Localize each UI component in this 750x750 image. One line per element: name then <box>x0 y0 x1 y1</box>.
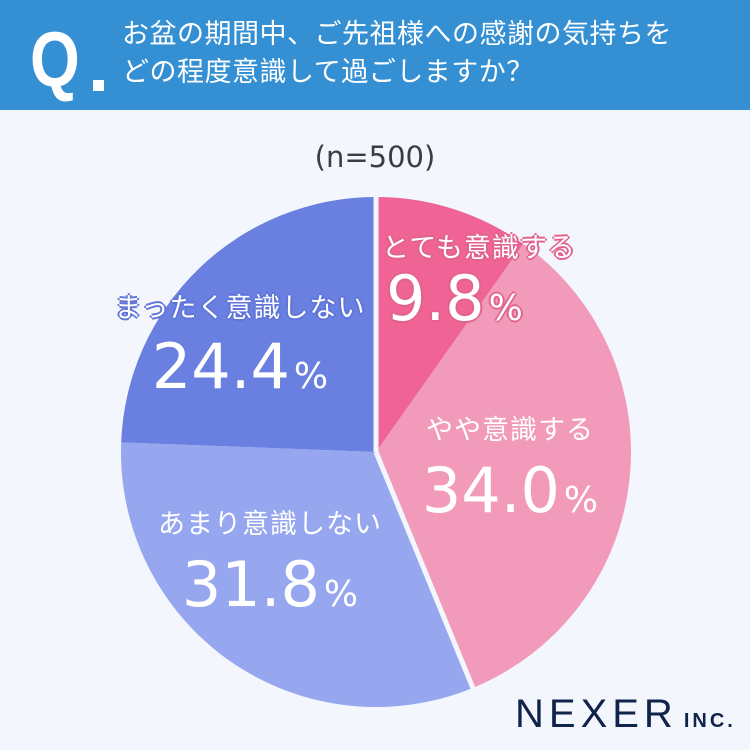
q-dot-icon <box>93 80 104 91</box>
logo-suffix: INC. <box>683 710 736 732</box>
slice-label-somewhat-conscious: やや意識する 34.0% <box>400 414 620 534</box>
nexer-logo: NEXER INC. <box>515 692 736 737</box>
slice-value: 24.4 <box>151 330 290 403</box>
question-line-2: どの程度意識して過ごしますか？ <box>122 57 534 88</box>
slice-unit: % <box>293 356 329 397</box>
slice-category: まったく意識しない <box>114 293 366 324</box>
slice-label-not-at-all-conscious: まったく意識しない 24.4% <box>100 292 380 410</box>
slice-unit: % <box>488 288 523 329</box>
slice-category: やや意識する <box>426 415 594 446</box>
slice-very-conscious <box>376 197 524 452</box>
slice-label-not-very-conscious: あまり意識しない 31.8% <box>140 508 400 628</box>
slice-value: 34.0 <box>421 454 560 527</box>
q-mark-icon: Q <box>30 15 80 103</box>
slice-percent: 24.4% <box>100 334 380 410</box>
slice-category: あまり意識しない <box>158 509 382 540</box>
question-header: Q お盆の期間中、ご先祖様への感謝の気持ちを どの程度意識して過ごしますか？ <box>0 0 750 110</box>
slice-somewhat-conscious <box>376 243 632 688</box>
slice-percent: 9.8% <box>382 266 610 342</box>
slice-label-very-conscious: とても意識する 9.8% <box>360 232 610 342</box>
slice-unit: % <box>323 574 359 615</box>
question-text: お盆の期間中、ご先祖様への感謝の気持ちを どの程度意識して過ごしますか？ <box>122 16 672 92</box>
slice-separator-bottom <box>373 451 478 695</box>
question-line-1: お盆の期間中、ご先祖様への感謝の気持ちを <box>122 19 672 50</box>
logo-main: NEXER <box>515 692 678 736</box>
slice-not-at-all-conscious <box>121 197 376 452</box>
slice-not-very-conscious <box>121 442 473 707</box>
sample-size-label: (n=500) <box>314 140 436 174</box>
slice-percent: 34.0% <box>400 458 620 534</box>
slice-unit: % <box>563 480 599 521</box>
slice-value: 31.8 <box>181 548 320 621</box>
slice-value: 9.8 <box>386 262 485 335</box>
slice-percent: 31.8% <box>140 552 400 628</box>
slice-category: とても意識する <box>382 233 576 264</box>
